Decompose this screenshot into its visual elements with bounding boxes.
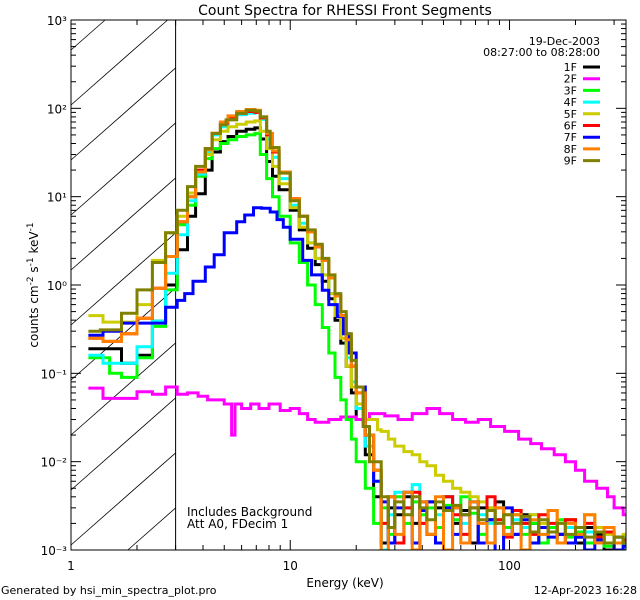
- footer-timestamp: 12-Apr-2023 16:28: [534, 584, 637, 597]
- x-axis-label: Energy (keV): [306, 576, 383, 590]
- excluded-region-hatching: [70, 19, 176, 551]
- legend-label: 6F: [564, 120, 577, 133]
- y-tick-label: 10²: [47, 102, 67, 116]
- hatch-line: [70, 67, 176, 161]
- series-1f: [88, 126, 626, 550]
- hatch-line: [70, 122, 176, 216]
- y-tick-label: 10⁻¹: [41, 367, 68, 381]
- x-tick-label: 1: [67, 559, 75, 573]
- series-3f: [88, 131, 626, 550]
- hatch-line: [70, 19, 168, 106]
- annotation-background: Includes Background: [187, 505, 312, 519]
- legend-label: 2F: [564, 73, 577, 86]
- chart-title: Count Spectra for RHESSI Front Segments: [198, 3, 492, 19]
- legend-label: 4F: [564, 96, 577, 109]
- hatch-line: [70, 19, 106, 51]
- annotation-attenuator: Att A0, FDecim 1: [187, 517, 288, 531]
- hatch-line: [70, 232, 176, 326]
- y-tick-label: 10¹: [47, 191, 67, 205]
- y-axis-label: counts cm-2 s-1 keV-1: [26, 222, 41, 347]
- series-4f: [88, 110, 626, 550]
- legend-label: 1F: [564, 61, 577, 74]
- time-range-label: 08:27:00 to 08:28:00: [483, 46, 600, 59]
- hatch-line: [70, 452, 176, 546]
- plot-frame: [70, 19, 627, 551]
- y-tick-label: 10³: [47, 14, 67, 28]
- series-8f: [88, 108, 626, 550]
- y-tick-label: 10⁻²: [41, 456, 68, 470]
- y-tick-label: 10⁰: [47, 279, 67, 293]
- footer-generated-by: Generated by hsi_min_spectra_plot.pro: [1, 584, 217, 597]
- series-2f: [88, 385, 626, 517]
- hatch-line: [127, 507, 176, 551]
- y-tick-label: 10⁻³: [41, 544, 68, 558]
- series-9f: [88, 108, 626, 545]
- series-6f: [88, 110, 626, 545]
- legend-label: 9F: [564, 155, 577, 168]
- x-tick-label: 100: [498, 559, 521, 573]
- x-tick-label: 10: [283, 559, 298, 573]
- legend-label: 8F: [564, 143, 577, 156]
- hatch-line: [70, 177, 176, 271]
- legend-label: 3F: [564, 84, 577, 97]
- legend-label: 5F: [564, 108, 577, 121]
- hatch-line: [70, 342, 176, 436]
- hatch-line: [70, 397, 176, 491]
- legend-label: 7F: [564, 131, 577, 144]
- date-label: 19-Dec-2003: [529, 35, 600, 48]
